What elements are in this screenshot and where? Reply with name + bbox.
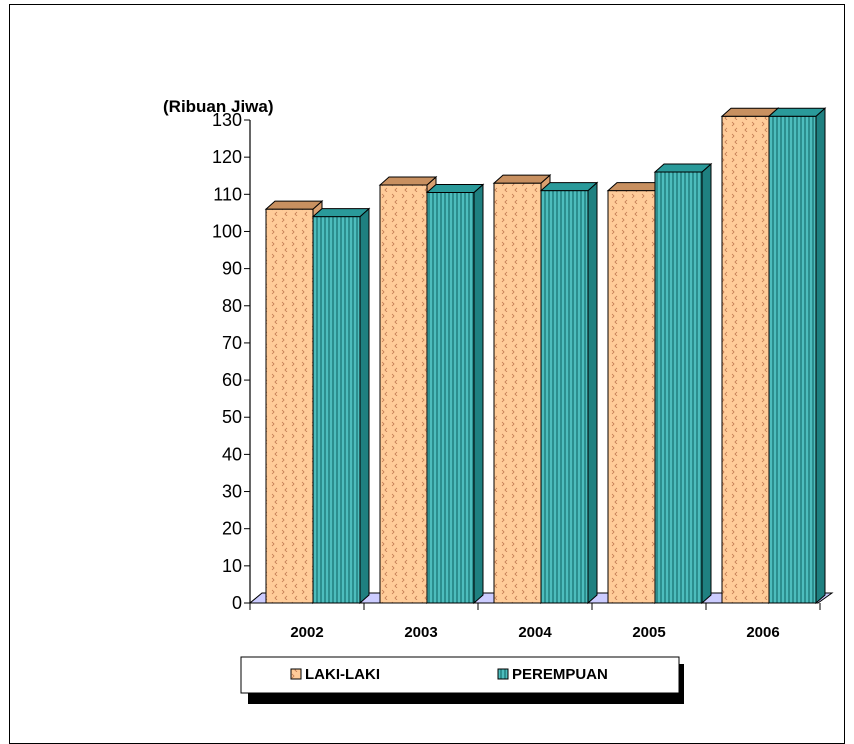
y-tick-label: 20 — [222, 519, 242, 539]
legend-label-perempuan: PEREMPUAN — [512, 666, 608, 683]
bar-perempuan — [311, 207, 371, 605]
legend: LAKI-LAKI PEREMPUAN — [240, 656, 684, 704]
y-tick-label: 110 — [213, 184, 242, 204]
x-tick-label: 2002 — [290, 624, 323, 641]
y-tick-label: 30 — [222, 482, 242, 502]
bar-perempuan — [539, 181, 599, 605]
y-tick-label: 120 — [212, 147, 242, 167]
x-axis-labels: 2002 2003 2004 2005 2006 — [290, 624, 779, 641]
y-unit-label: (Ribuan Jiwa) — [163, 97, 274, 116]
x-tick-label: 2006 — [746, 624, 779, 641]
bar-perempuan — [425, 183, 485, 605]
y-tick-label: 40 — [222, 444, 242, 464]
x-tick-label: 2003 — [404, 624, 437, 641]
bar-perempuan — [653, 162, 713, 605]
x-tick-label: 2004 — [518, 624, 552, 641]
y-tick-label: 90 — [222, 259, 242, 279]
y-tick-label: 130 — [212, 110, 242, 130]
legend-label-laki-laki: LAKI-LAKI — [305, 666, 380, 683]
x-tick-label: 2005 — [632, 624, 665, 641]
y-tick-label: 0 — [232, 593, 242, 613]
y-tick-label: 70 — [222, 333, 242, 353]
bars — [264, 107, 827, 605]
y-tick-label: 80 — [222, 296, 242, 316]
legend-swatch-laki-laki — [290, 668, 302, 680]
y-tick-label: 10 — [222, 556, 242, 576]
legend-swatch-perempuan — [497, 668, 509, 680]
y-tick-label: 100 — [212, 221, 242, 241]
y-tick-label: 50 — [222, 407, 242, 427]
y-tick-label: 60 — [222, 370, 242, 390]
bar-perempuan — [767, 107, 827, 605]
